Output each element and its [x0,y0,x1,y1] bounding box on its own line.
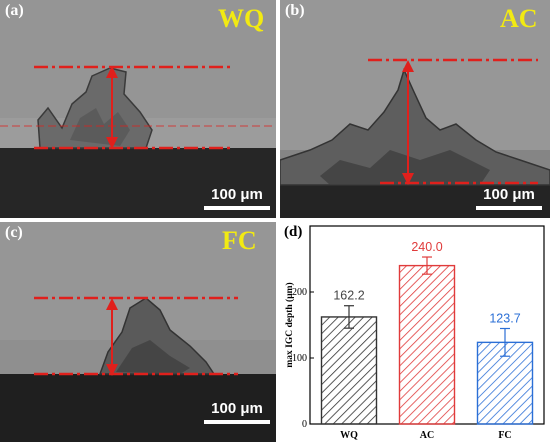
scale-label-a: 100 μm [211,186,263,203]
scale-bar-a [204,206,270,210]
y-tick-label: 200 [292,287,307,298]
scale-label-b: 100 μm [483,186,535,203]
micrograph-panel-wq: (a) WQ 100 μm [0,0,276,218]
value-label-ac: 240.0 [411,240,442,254]
y-tick-label: 0 [302,419,307,430]
y-tick-label: 100 [292,353,307,364]
scale-label-c: 100 μm [211,400,263,417]
micrograph-panel-fc: (c) FC 100 μm [0,222,276,442]
bar-chart-panel: max IGC depth (μm) 0 100 200 162.2 WQ 240.0 A… [280,222,550,442]
micrograph-panel-ac: (b) AC 100 μm [280,0,550,218]
micrograph-image-fc [0,222,276,442]
micrograph-image-ac [280,0,550,218]
error-bar-fc [500,327,510,357]
y-axis-title: max IGC depth (μm) [284,282,295,367]
bar-ac [398,264,456,425]
panel-label-a: (a) [5,2,24,19]
error-bar-ac [422,256,432,275]
micrograph-image-wq [0,0,276,218]
x-tick-label-ac: AC [420,430,434,441]
x-tick-label-fc: FC [498,430,511,441]
panel-tag-ac: AC [500,4,538,33]
panel-label-d: (d) [284,224,303,240]
panel-tag-wq: WQ [218,4,265,33]
error-bar-wq [344,305,354,329]
panel-label-c: (c) [5,224,23,241]
panel-label-b: (b) [285,2,305,19]
bar-chart: max IGC depth (μm) 0 100 200 162.2 WQ 240.0 A… [284,225,545,441]
value-label-fc: 123.7 [489,311,520,325]
panel-tag-fc: FC [222,226,257,255]
bar-wq [320,316,378,425]
value-label-wq: 162.2 [333,289,364,303]
scale-bar-b [476,206,542,210]
x-tick-label-wq: WQ [340,430,358,441]
scale-bar-c [204,420,270,424]
